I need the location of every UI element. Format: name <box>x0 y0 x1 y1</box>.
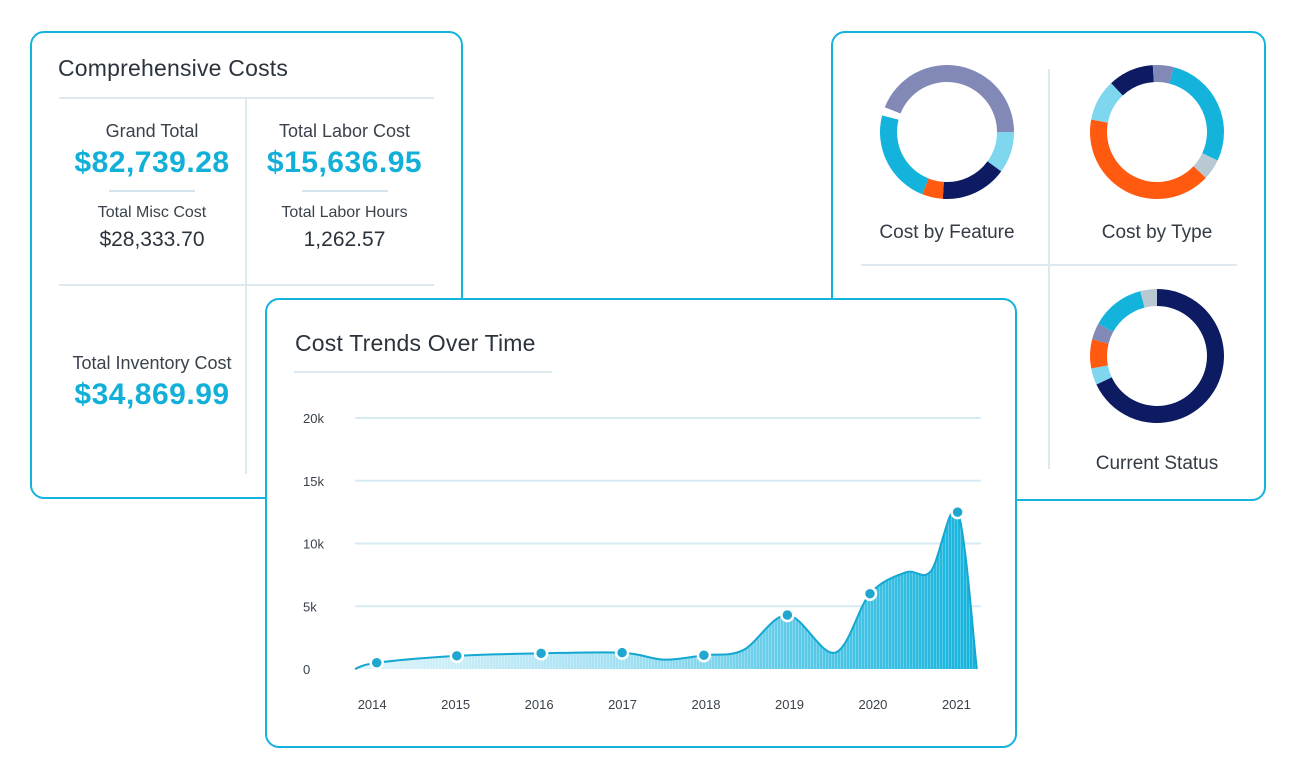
donut-slice[interactable] <box>922 178 944 199</box>
cost-trends-title: Cost Trends Over Time <box>295 330 536 356</box>
divider <box>1048 69 1050 469</box>
total-labor-hours-label: Total Labor Hours <box>281 204 408 221</box>
total-labor-cost-metric: Total Labor Cost $15,636.95 Total Labor … <box>247 121 442 252</box>
comprehensive-costs-title: Comprehensive Costs <box>58 55 289 81</box>
y-tick-label: 0 <box>303 662 310 677</box>
donut-slice[interactable] <box>1169 67 1224 161</box>
grand-total-label: Grand Total <box>105 121 199 141</box>
donut-slice[interactable] <box>1193 153 1218 178</box>
divider <box>861 264 1237 266</box>
current-status-label: Current Status <box>1095 453 1219 474</box>
total-inventory-cost-metric: Total Inventory Cost $34,869.99 <box>59 353 245 412</box>
x-tick-label: 2018 <box>692 697 721 712</box>
area-texture <box>355 509 977 669</box>
x-tick-label: 2015 <box>441 697 470 712</box>
donut-slice[interactable] <box>1152 65 1174 84</box>
total-inventory-cost-value: $34,869.99 <box>74 378 230 411</box>
divider <box>59 97 434 99</box>
donut-slice[interactable] <box>1111 65 1154 96</box>
donut-slice[interactable] <box>1090 339 1109 369</box>
x-tick-label: 2020 <box>858 697 887 712</box>
donut-slice[interactable] <box>1098 291 1145 332</box>
grand-total-metric: Grand Total $82,739.28 Total Misc Cost $… <box>59 121 245 252</box>
total-labor-hours-value: 1,262.57 <box>303 228 386 251</box>
donut-slice[interactable] <box>882 107 901 120</box>
cost-trends-chart: 0 5k 10k 15k 20k 2014 2015 2016 2017 2018 2019 2020… <box>303 411 981 712</box>
data-point[interactable] <box>369 655 384 670</box>
total-misc-cost-value: $28,333.70 <box>99 228 205 251</box>
metric-separator <box>301 190 388 192</box>
total-misc-cost-label: Total Misc Cost <box>97 204 207 221</box>
total-inventory-cost-label: Total Inventory Cost <box>72 353 232 373</box>
total-labor-cost-label: Total Labor Cost <box>278 121 411 141</box>
data-point[interactable] <box>533 646 549 661</box>
donut-slice[interactable] <box>1091 365 1112 385</box>
divider <box>59 284 434 286</box>
y-tick-label: 20k <box>303 411 324 426</box>
y-tick-label: 5k <box>303 599 317 614</box>
divider <box>245 99 247 474</box>
donut-slice[interactable] <box>1090 119 1206 199</box>
title-underline <box>294 371 552 373</box>
series-line <box>354 508 978 670</box>
total-labor-cost-value: $15,636.95 <box>266 146 423 179</box>
data-point[interactable] <box>780 607 795 623</box>
donut-slice[interactable] <box>1092 323 1114 344</box>
metric-separator <box>109 190 195 192</box>
donut-slice[interactable] <box>1091 83 1123 123</box>
grand-total-value: $82,739.28 <box>74 146 230 179</box>
x-tick-label: 2021 <box>942 697 971 712</box>
x-tick-label: 2019 <box>775 697 804 712</box>
x-tick-label: 2016 <box>525 697 554 712</box>
data-point[interactable] <box>696 647 712 663</box>
cost-by-type-label: Cost by Type <box>1101 222 1213 243</box>
donut-slice[interactable] <box>884 65 1014 132</box>
donut-slice[interactable] <box>987 132 1014 172</box>
comprehensive-costs-card: Comprehensive Costs Grand Total $82,739.… <box>30 31 463 499</box>
y-tick-label: 15k <box>303 474 324 489</box>
donut-slice[interactable] <box>942 161 1002 199</box>
data-point[interactable] <box>449 648 465 664</box>
cost-by-feature-label: Cost by Feature <box>879 222 1015 243</box>
donut-slice[interactable] <box>880 115 929 195</box>
donut-slice[interactable] <box>1140 289 1157 308</box>
x-tick-label: 2014 <box>358 697 387 712</box>
data-point[interactable] <box>614 645 630 660</box>
x-tick-label: 2017 <box>608 697 637 712</box>
data-point[interactable] <box>950 504 965 520</box>
cost-trends-card: Cost Trends Over Time 0 5k 10k 15k 20k 2014 20… <box>265 298 1017 748</box>
y-tick-label: 10k <box>303 537 324 552</box>
donut-charts <box>880 65 1224 423</box>
data-point[interactable] <box>862 586 878 601</box>
